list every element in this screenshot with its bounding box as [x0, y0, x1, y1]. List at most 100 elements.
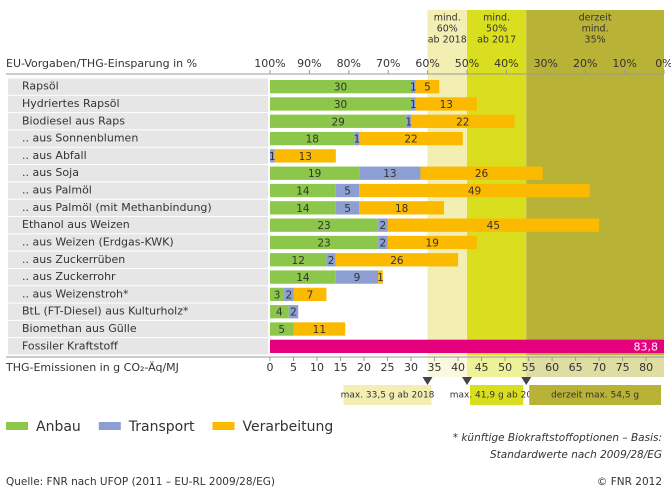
bar-segment: [335, 270, 379, 284]
bar-segment: [359, 131, 463, 146]
zone-label-box: [343, 385, 432, 405]
value-label: 9: [354, 272, 361, 284]
zone-label: ab 2018: [428, 35, 467, 46]
top-tick-label: 90%: [297, 57, 321, 70]
zone-bottom: [427, 355, 467, 377]
value-label: 30: [334, 82, 347, 94]
bar-segment: [288, 305, 299, 319]
bar-segment: [406, 114, 412, 128]
category-label: .. aus Soja: [22, 166, 79, 179]
bar-segment: [270, 305, 289, 319]
top-axis-title: EU-Vorgaben/THG-Einsparung in %: [6, 57, 197, 70]
row-background: [8, 78, 268, 95]
legend-swatch: [212, 422, 235, 430]
row-background: [8, 113, 268, 130]
bar-segment: [359, 166, 421, 180]
value-label: 23: [317, 237, 330, 249]
value-label: 18: [306, 134, 319, 146]
category-label: .. aus Weizen (Erdgas-KWK): [22, 235, 174, 248]
x-tick-label: 35: [428, 361, 442, 374]
x-tick-label: 55: [522, 361, 536, 374]
bar-segment: [378, 218, 388, 232]
bar-segment: [270, 131, 355, 146]
x-tick-label: 45: [475, 361, 489, 374]
value-label: 29: [331, 116, 344, 128]
bar-segment: [387, 218, 600, 232]
bar-segment: [420, 166, 543, 180]
bar-segment: [274, 149, 336, 163]
bar-segment: [270, 218, 379, 232]
bar-segment: [270, 166, 360, 180]
x-tick-label: 20: [357, 361, 371, 374]
category-label: Rapsöl: [22, 80, 59, 93]
bar-segment: [378, 270, 383, 284]
bar-segment: [270, 253, 327, 267]
value-label: 5: [344, 203, 351, 215]
value-label: 18: [395, 203, 408, 215]
value-label: 30: [334, 99, 347, 111]
zone-label: 35%: [585, 35, 606, 46]
footnote: * künftige Biokraftstoffoptionen – Basis…: [453, 432, 662, 444]
row-background: [8, 251, 268, 268]
category-label: Ethanol aus Weizen: [22, 218, 130, 231]
category-label: .. aus Zuckerrüben: [22, 253, 125, 266]
zone-bottom-label: derzeit max. 54,5 g: [551, 391, 639, 401]
value-label: 1: [354, 134, 361, 146]
category-label: Biomethan aus Gülle: [22, 322, 137, 335]
value-label: 2: [328, 255, 335, 267]
row-background: [8, 130, 268, 147]
top-tick-label: 100%: [254, 57, 285, 70]
bar-segment: [415, 80, 440, 94]
zone-bottom-label: max. 33,5 g ab 2018: [341, 391, 435, 401]
category-label: Hydriertes Rapsöl: [22, 97, 120, 110]
zone-label: 50%: [486, 24, 507, 35]
value-label: 5: [424, 82, 431, 94]
category-label: BtL (FT-Diesel) aus Kulturholz*: [22, 305, 189, 318]
bar-segment: [335, 253, 459, 267]
x-tick-label: 15: [334, 361, 348, 374]
x-tick-label: 5: [290, 361, 297, 374]
category-label: .. aus Sonnenblumen: [22, 132, 138, 145]
value-label: 1: [410, 82, 417, 94]
zone-bottom-label: max. 41,9 g ab 2017: [450, 391, 544, 401]
bar-segment: [270, 270, 336, 284]
source: Quelle: FNR nach UFOP (2011 – EU-RL 2009…: [6, 476, 275, 488]
value-label: 26: [390, 255, 404, 267]
x-tick-label: 65: [569, 361, 583, 374]
value-label: 1: [405, 116, 412, 128]
legend-swatch: [6, 422, 28, 430]
zone-label-box: [529, 385, 661, 405]
value-label: 11: [313, 324, 326, 336]
zone-label-box: [470, 385, 524, 405]
bar-segment: [270, 149, 275, 163]
x-tick-label: 30: [404, 361, 418, 374]
zone-label: mind.: [434, 13, 461, 24]
top-tick-label: 10%: [612, 57, 636, 70]
bar-segment: [270, 97, 412, 111]
zone-marker: [521, 377, 532, 385]
bar-segment: [359, 201, 444, 215]
legend-swatch: [98, 422, 121, 430]
row-background: [8, 268, 268, 286]
row-background: [8, 182, 268, 199]
value-label: 13: [440, 99, 453, 111]
value-label: 26: [475, 168, 489, 180]
zone-bottom: [526, 355, 664, 377]
value-label: 49: [468, 186, 481, 198]
row-background: [8, 320, 268, 338]
legend-label: Anbau: [36, 419, 81, 435]
value-label: 12: [292, 255, 305, 267]
bar-segment: [270, 201, 336, 215]
category-label: .. aus Weizenstroh*: [22, 287, 129, 300]
value-label: 2: [379, 237, 386, 249]
reference-label: 83,8: [634, 340, 659, 353]
bar-segment: [411, 114, 515, 128]
x-tick-label: 10: [310, 361, 324, 374]
row-background: [8, 286, 268, 303]
top-tick-label: 70%: [376, 57, 400, 70]
zone-marker: [422, 377, 433, 385]
x-tick-label: 0: [267, 361, 274, 374]
zone-label: mind.: [582, 24, 609, 35]
category-label: Biodiesel aus Raps: [22, 114, 125, 127]
